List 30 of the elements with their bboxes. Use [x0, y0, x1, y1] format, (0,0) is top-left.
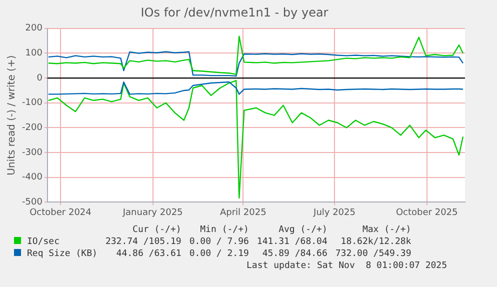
y-axis-title: Units read (-) / write (+) [6, 55, 18, 176]
text: 18.62k/12.28k [340, 236, 412, 248]
text: Cur (-/+) [132, 224, 182, 236]
legend-label: IO/sec [26, 236, 61, 248]
x-tick-label: January 2025 [122, 208, 183, 218]
y-tick-label: -300 [22, 148, 43, 158]
text: 141.31 /68.04 [256, 236, 328, 248]
chart-title: IOs for /dev/nvme1n1 - by year [140, 5, 328, 20]
text: Avg (-/+) [278, 224, 328, 236]
y-tick-label: 100 [25, 48, 43, 59]
y-tick-label: 0 [36, 73, 43, 84]
text: 232.74 /105.19 [104, 236, 182, 248]
text: Max (-/+) [361, 224, 412, 236]
text: 732.00 /549.39 [334, 248, 412, 260]
text: 44.86 /63.61 [115, 248, 182, 260]
x-tick-label: October 2025 [396, 208, 458, 218]
y-tick-label: 200 [25, 24, 43, 34]
text: 0.00 / 2.19 [188, 248, 250, 260]
legend-label: Req Size (KB) [26, 248, 98, 260]
text: 0.00 / 7.96 [188, 236, 250, 248]
y-tick-label: -100 [22, 98, 43, 108]
x-tick-label: April 2025 [220, 208, 266, 218]
y-tick-label: -200 [22, 123, 43, 134]
y-tick-label: -500 [22, 198, 43, 208]
x-tick-label: October 2024 [30, 208, 92, 218]
text: Min (-/+) [199, 224, 250, 236]
text: Last update: Sat Nov 8 01:00:07 2025 [246, 261, 447, 271]
x-tick-label: July 2025 [312, 208, 356, 218]
y-tick-label: -400 [22, 172, 43, 183]
text: 45.89 /84.66 [261, 248, 328, 260]
